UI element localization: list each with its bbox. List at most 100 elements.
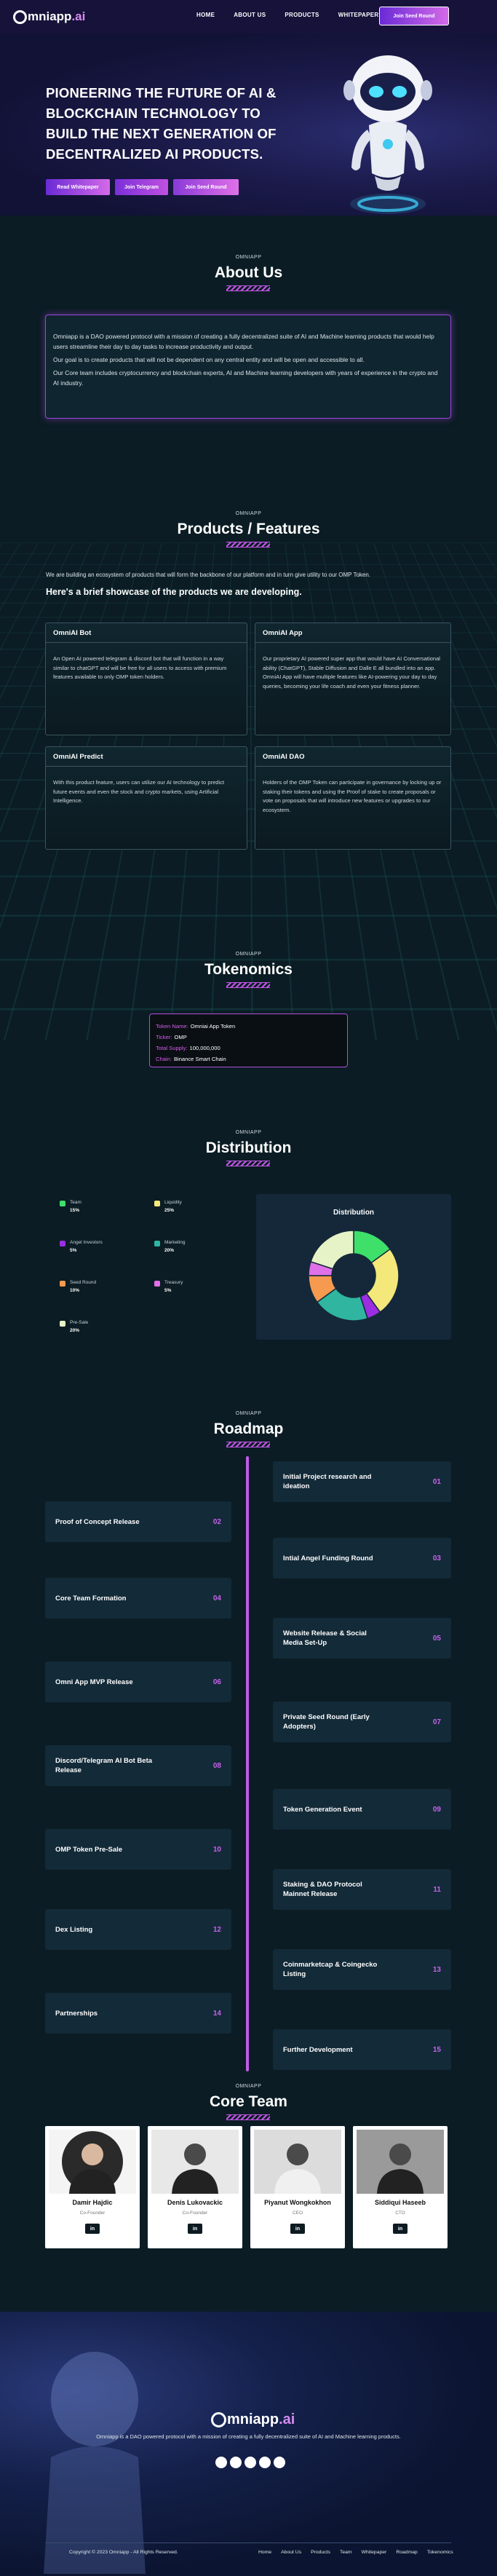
roadmap-number: 01 bbox=[432, 1477, 441, 1486]
roadmap-number: 02 bbox=[212, 1517, 221, 1526]
roadmap-number: 05 bbox=[432, 1634, 441, 1643]
roadmap-title: Further Development bbox=[283, 2045, 353, 2054]
section-title: Products / Features bbox=[177, 521, 320, 537]
timeline-line bbox=[246, 1456, 249, 2071]
chart-title: Distribution bbox=[333, 1209, 374, 1217]
nav-link[interactable]: HOME bbox=[196, 12, 215, 18]
roadmap-title: Proof of Concept Release bbox=[55, 1517, 140, 1526]
nav-link[interactable]: ABOUT US bbox=[234, 12, 266, 18]
team-photo bbox=[357, 2130, 444, 2194]
photo-body bbox=[274, 2169, 321, 2194]
hero-button[interactable]: Read Whitepaper bbox=[46, 179, 110, 195]
roadmap-number: 09 bbox=[432, 1805, 441, 1814]
tokenomics-box: Token Name: Omniai App Token Ticker: OMP Tot… bbox=[149, 1014, 348, 1067]
title-ornament bbox=[226, 2114, 270, 2120]
section-eyebrow: OMNIAPP bbox=[235, 1130, 262, 1135]
logo-icon bbox=[13, 9, 27, 24]
footer-link[interactable]: Products bbox=[311, 2550, 330, 2555]
product-card: OmniAI App Our proprietary AI powered sup… bbox=[255, 623, 451, 735]
roadmap-number: 11 bbox=[433, 1885, 441, 1894]
team-linkedin[interactable]: in bbox=[188, 2224, 202, 2234]
logo[interactable]: mniapp .ai bbox=[13, 9, 85, 24]
donut-chart: Distribution bbox=[308, 1209, 399, 1321]
tokenomics-row: Chain: Binance Smart Chain bbox=[156, 1054, 341, 1064]
footer-link[interactable]: Home bbox=[258, 2550, 272, 2555]
team-role: Co-Founder bbox=[79, 2210, 106, 2216]
roadmap-title: Staking & DAO Protocol Mainnet Release bbox=[283, 1881, 362, 1898]
roadmap-number: 06 bbox=[212, 1678, 221, 1686]
product-card-title: OmniAI Predict bbox=[46, 747, 247, 767]
roadmap-item: Initial Project research and ideation 01 bbox=[273, 1461, 451, 1502]
logo-text: mniapp bbox=[28, 9, 72, 23]
section-title: Distribution bbox=[205, 1139, 292, 1156]
social-icon[interactable] bbox=[244, 2457, 256, 2468]
team-linkedin[interactable]: in bbox=[393, 2224, 407, 2234]
footer-copyright: Copyright © 2023 Omniapp - All Rights Re… bbox=[69, 2550, 178, 2555]
hero-button[interactable]: Join Seed Round bbox=[173, 179, 239, 195]
roadmap-number: 14 bbox=[212, 2009, 221, 2018]
social-icon[interactable] bbox=[259, 2457, 271, 2468]
footer-link[interactable]: About Us bbox=[281, 2550, 302, 2555]
team-linkedin[interactable]: in bbox=[290, 2224, 305, 2234]
roadmap-item: Further Development 15 bbox=[273, 2029, 451, 2070]
legend-label: Treasury bbox=[164, 1280, 183, 1285]
team-linkedin[interactable]: in bbox=[85, 2224, 100, 2234]
team-name: Piyanut Wongkokhon bbox=[264, 2199, 331, 2206]
section-title: Roadmap bbox=[213, 1421, 284, 1437]
nav-cta-button[interactable]: Join Seed Round bbox=[379, 7, 449, 25]
roadmap-title: Dex Listing bbox=[55, 1925, 93, 1934]
about-paragraph: Our goal is to create products that will… bbox=[53, 356, 365, 363]
legend-text: Angel Investors 5% bbox=[70, 1240, 103, 1253]
roadmap-number: 04 bbox=[212, 1594, 221, 1603]
photo-head bbox=[389, 2144, 411, 2165]
roadmap-number: 10 bbox=[212, 1845, 221, 1854]
legend-item: Liquidity 25% bbox=[154, 1200, 182, 1213]
roadmap-title: Private Seed Round (Early Adopters) bbox=[283, 1713, 370, 1731]
team-photo bbox=[151, 2130, 239, 2194]
tokenomics-label: Total Supply: bbox=[156, 1045, 188, 1051]
photo-head bbox=[287, 2144, 309, 2165]
social-icon[interactable] bbox=[215, 2457, 227, 2468]
roadmap-item: Website Release & Social Media Set-Up 05 bbox=[273, 1618, 451, 1659]
social-icon[interactable] bbox=[274, 2457, 285, 2468]
legend-item: Seed Round 10% bbox=[60, 1280, 96, 1293]
social-icon[interactable] bbox=[230, 2457, 242, 2468]
legend-label: Angel Investors bbox=[70, 1240, 103, 1245]
photo-head bbox=[184, 2144, 206, 2165]
logo-icon bbox=[211, 2412, 226, 2427]
about-paragraph: Our Core team includes cryptocurrency an… bbox=[53, 369, 438, 387]
roadmap-number: 13 bbox=[432, 1965, 441, 1974]
product-card-text: Our proprietary AI powered super app tha… bbox=[263, 655, 440, 690]
tokenomics-label: Ticker: bbox=[156, 1034, 172, 1040]
tokenomics-label: Chain: bbox=[156, 1056, 172, 1062]
photo-placeholder bbox=[62, 2131, 123, 2194]
footer-illustration bbox=[44, 2352, 146, 2574]
roadmap-item: Private Seed Round (Early Adopters) 07 bbox=[273, 1702, 451, 1742]
photo-head bbox=[81, 2144, 103, 2165]
logo-suffix: .ai bbox=[71, 9, 86, 23]
product-card: OmniAI Predict With this product feature,… bbox=[45, 746, 247, 850]
footer-link[interactable]: Team bbox=[339, 2550, 352, 2555]
roadmap-item: Discord/Telegram AI Bot Beta Release 08 bbox=[45, 1745, 231, 1786]
tokenomics-value: Omniai App Token bbox=[190, 1023, 236, 1030]
footer-link[interactable]: Whitepaper bbox=[361, 2550, 387, 2555]
team-card: Denis Lukovackic Co-Founder in bbox=[148, 2126, 242, 2248]
nav-link[interactable]: WHITEPAPER bbox=[338, 12, 379, 18]
team-photo bbox=[49, 2130, 136, 2194]
nav-link[interactable]: PRODUCTS bbox=[285, 12, 319, 18]
photo-placeholder bbox=[274, 2144, 321, 2194]
legend-swatch bbox=[154, 1281, 160, 1287]
hero-button[interactable]: Join Telegram bbox=[115, 179, 168, 195]
legend-item: Marketing 20% bbox=[154, 1240, 186, 1253]
legend-text: Marketing 20% bbox=[164, 1240, 186, 1253]
footer-link[interactable]: Roadmap bbox=[396, 2550, 418, 2555]
team-photo bbox=[254, 2130, 341, 2194]
footer-logo[interactable]: mniapp .ai bbox=[211, 2411, 295, 2428]
legend-label: Marketing bbox=[164, 1240, 186, 1245]
title-ornament bbox=[226, 285, 270, 291]
roadmap-item: Proof of Concept Release 02 bbox=[45, 1501, 231, 1542]
footer-link[interactable]: Tokenomics bbox=[426, 2550, 453, 2555]
logo-text: mniapp bbox=[227, 2411, 279, 2427]
legend-label: Liquidity bbox=[164, 1200, 182, 1205]
